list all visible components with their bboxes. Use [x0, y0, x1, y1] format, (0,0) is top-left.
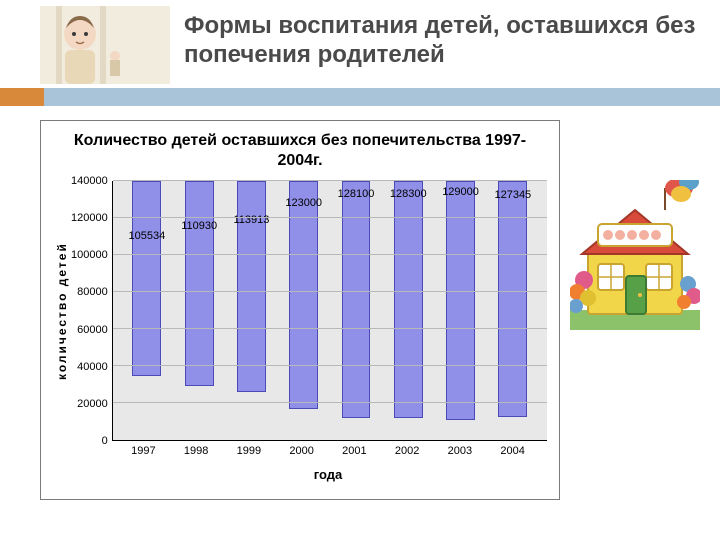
- bar-value-label: 128300: [390, 188, 427, 200]
- y-tick: 60000: [77, 324, 108, 336]
- accent-left: [0, 88, 44, 106]
- y-tick: 80000: [77, 286, 108, 298]
- y-axis-label: количество детей: [53, 181, 71, 441]
- bar-value-label: 127345: [494, 189, 531, 201]
- bar-value-label: 128100: [338, 188, 375, 200]
- x-axis-label: года: [109, 467, 547, 482]
- grid-line: [113, 291, 547, 292]
- grid-line: [113, 254, 547, 255]
- bar: [132, 181, 161, 376]
- header-photo: [40, 6, 170, 84]
- x-tick: 2002: [381, 441, 434, 457]
- plot-area: 1055341109301139131230001281001283001290…: [112, 181, 547, 441]
- x-tick: 1997: [117, 441, 170, 457]
- x-tick: 2001: [328, 441, 381, 457]
- x-tick: 2003: [434, 441, 487, 457]
- bar-value-label: 129000: [442, 186, 479, 198]
- grid-line: [113, 402, 547, 403]
- content: Количество детей оставшихся без попечите…: [0, 106, 720, 500]
- header: Формы воспитания детей, оставшихся без п…: [0, 0, 720, 84]
- x-tick: 2000: [275, 441, 328, 457]
- grid-line: [113, 328, 547, 329]
- bar: [185, 181, 214, 386]
- y-tick: 100000: [71, 249, 108, 261]
- x-tick: 2004: [486, 441, 539, 457]
- x-tick: 1998: [170, 441, 223, 457]
- plot-row: количество детей 14000012000010000080000…: [53, 181, 547, 441]
- bar: [237, 181, 266, 392]
- bar-value-label: 110930: [181, 220, 217, 232]
- y-tick: 40000: [77, 361, 108, 373]
- grid-line: [113, 180, 547, 181]
- illustration-house: [570, 180, 700, 330]
- y-tick: 140000: [71, 175, 108, 187]
- grid-line: [113, 217, 547, 218]
- y-tick: 120000: [71, 212, 108, 224]
- accent-right: [44, 88, 720, 106]
- y-tick: 20000: [77, 398, 108, 410]
- y-tick: 0: [102, 435, 108, 447]
- bar-value-label: 105534: [129, 230, 166, 242]
- slide-title: Формы воспитания детей, оставшихся без п…: [170, 6, 710, 70]
- bar: [289, 181, 318, 409]
- bar-value-label: 123000: [285, 197, 322, 209]
- slide-root: Формы воспитания детей, оставшихся без п…: [0, 0, 720, 540]
- chart-title: Количество детей оставшихся без попечите…: [53, 131, 547, 171]
- y-ticks: 140000 120000 100000 80000 60000 40000 20000 0: [71, 175, 112, 447]
- x-ticks: 19971998199920002001200220032004: [109, 441, 547, 457]
- accent-bar: [0, 88, 720, 106]
- x-tick: 1999: [223, 441, 276, 457]
- grid-line: [113, 365, 547, 366]
- chart-frame: Количество детей оставшихся без попечите…: [40, 120, 560, 500]
